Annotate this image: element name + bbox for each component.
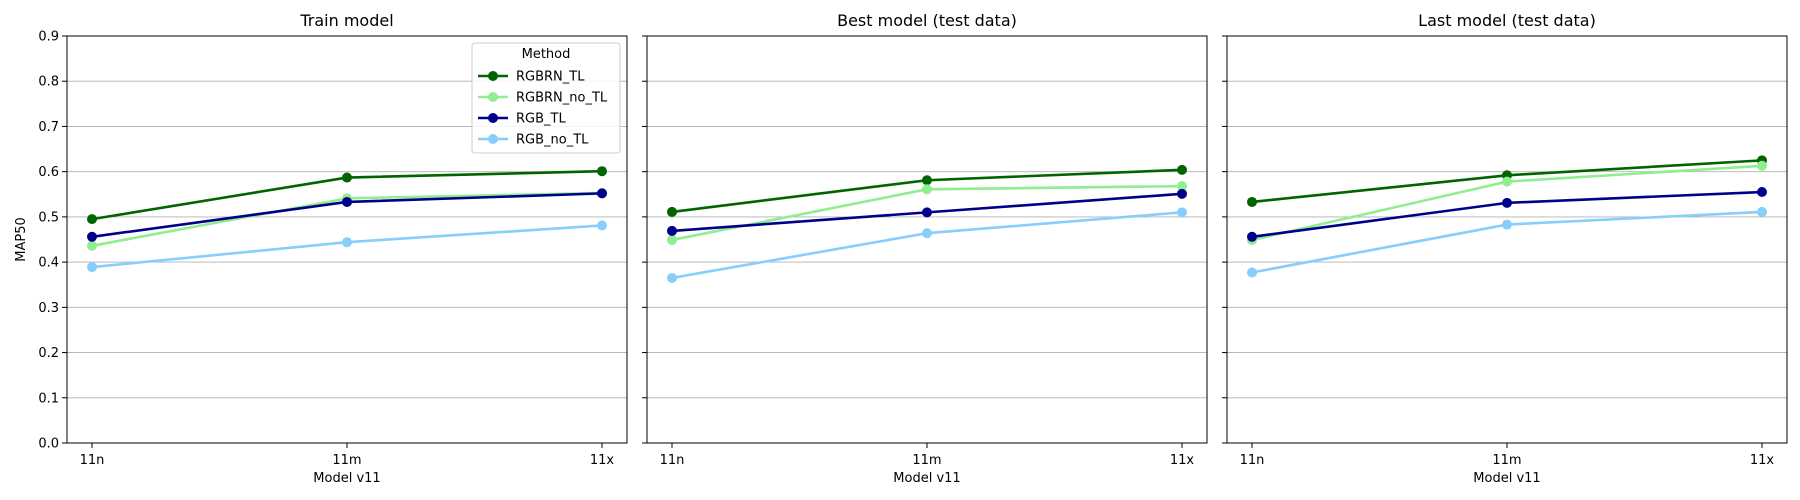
data-point-RGB_no_TL <box>597 220 607 231</box>
x-tick-label: 11m <box>1492 453 1521 468</box>
data-point-RGB_TL <box>1757 187 1767 198</box>
legend-marker <box>488 92 498 102</box>
y-tick-label: 0.7 <box>38 120 59 135</box>
plot-frame <box>1226 35 1788 444</box>
panel-1: 0.0 0.1 0.2 0.3 0.4 0.5 0.6 0.7 0.8 0.9 11n 11m 11x T… <box>14 11 628 486</box>
x-tick-label: 11x <box>1170 453 1195 468</box>
data-point-RGB_TL <box>1502 197 1512 208</box>
legend-label: RGB_no_TL <box>516 133 589 148</box>
x-tick-label: 11m <box>332 453 361 468</box>
panel-title: Last model (test data) <box>1418 11 1596 30</box>
data-point-RGBRN_TL <box>1247 196 1257 207</box>
data-point-RGBRN_no_TL <box>922 184 932 195</box>
data-point-RGB_TL <box>597 188 607 199</box>
data-point-RGBRN_no_TL <box>87 240 97 251</box>
data-point-RGBRN_no_TL <box>1502 176 1512 187</box>
data-point-RGB_TL <box>922 207 932 218</box>
x-tick-label: 11x <box>1750 453 1775 468</box>
data-point-RGB_TL <box>667 225 677 236</box>
data-point-RGBRN_TL <box>922 175 932 186</box>
data-point-RGBRN_TL <box>597 166 607 177</box>
data-point-RGB_no_TL <box>667 272 677 283</box>
data-point-RGB_no_TL <box>1247 267 1257 278</box>
legend-box <box>471 42 621 154</box>
legend-label: RGBRN_TL <box>516 70 585 85</box>
legend-marker <box>488 113 498 123</box>
legend-marker <box>488 134 498 144</box>
data-point-RGB_no_TL <box>1757 206 1767 217</box>
y-tick-label: 0.2 <box>38 346 59 361</box>
x-tick-label: 11n <box>660 453 685 468</box>
data-point-RGB_no_TL <box>87 262 97 273</box>
data-point-RGBRN_TL <box>667 206 677 217</box>
data-point-RGB_TL <box>87 231 97 242</box>
y-tick-label: 0.3 <box>38 301 59 316</box>
y-tick-label: 0.5 <box>38 210 59 225</box>
legend-label: RGB_TL <box>516 112 566 127</box>
y-tick-label: 0.8 <box>38 75 59 90</box>
x-axis-label: Model v11 <box>893 471 960 486</box>
data-point-RGBRN_no_TL <box>1757 160 1767 171</box>
legend-label: RGBRN_no_TL <box>516 91 608 106</box>
y-tick-label: 0.0 <box>38 437 59 452</box>
data-point-RGBRN_TL <box>342 172 352 183</box>
x-tick-label: 11x <box>590 453 615 468</box>
y-tick-label: 0.4 <box>38 256 59 271</box>
legend-marker <box>488 71 498 81</box>
data-point-RGB_TL <box>1177 188 1187 199</box>
y-axis-label: MAP50 <box>14 217 29 262</box>
x-tick-label: 11m <box>912 453 941 468</box>
legend-title: Method <box>522 47 571 62</box>
x-axis-label: Model v11 <box>313 471 380 486</box>
panel-title: Train model <box>299 11 393 30</box>
plot-frame <box>646 35 1208 444</box>
panel-3: 11n 11m 11x Last model (test data) Model v11 <box>1222 11 1788 486</box>
data-point-RGB_no_TL <box>1177 207 1187 218</box>
data-point-RGBRN_TL <box>1177 164 1187 175</box>
data-point-RGBRN_no_TL <box>1177 181 1187 192</box>
data-point-RGBRN_TL <box>87 214 97 225</box>
plot-frame <box>66 35 628 444</box>
panel-title: Best model (test data) <box>837 11 1017 30</box>
data-point-RGB_no_TL <box>922 228 932 239</box>
y-tick-label: 0.9 <box>38 30 59 45</box>
x-tick-label: 11n <box>1240 453 1265 468</box>
data-point-RGB_no_TL <box>342 237 352 248</box>
x-tick-label: 11n <box>80 453 105 468</box>
y-tick-label: 0.6 <box>38 165 59 180</box>
x-axis-label: Model v11 <box>1473 471 1540 486</box>
data-point-RGB_TL <box>342 196 352 207</box>
series-line-RGB_no_TL <box>671 211 1183 280</box>
data-point-RGBRN_no_TL <box>667 234 677 245</box>
data-point-RGB_TL <box>1247 231 1257 242</box>
legend: Method RGBRN_TL RGBRN_no_TL RGB_TL RGB_no_TL <box>471 42 621 154</box>
panel-2: 11n 11m 11x Best model (test data) Model v11 <box>642 11 1208 486</box>
data-point-RGB_no_TL <box>1502 219 1512 230</box>
y-tick-label: 0.1 <box>38 391 59 406</box>
